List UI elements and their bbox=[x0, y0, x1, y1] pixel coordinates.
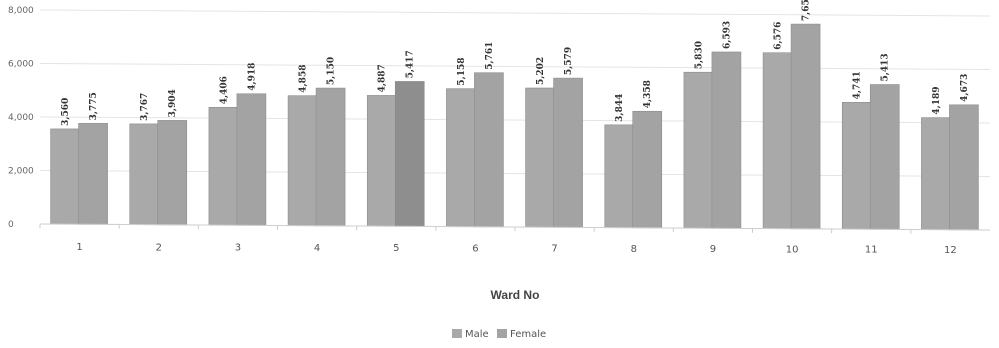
bar-female-ward-2 bbox=[157, 120, 188, 226]
bar-male-ward-2 bbox=[129, 123, 160, 225]
value-label-male-ward-4: 4,858 bbox=[299, 65, 309, 93]
bars bbox=[50, 23, 979, 231]
gridline bbox=[39, 9, 991, 17]
value-label-male-ward-2: 3,767 bbox=[140, 93, 150, 121]
bar-female-ward-12 bbox=[949, 104, 979, 231]
x-tick-label: 3 bbox=[235, 243, 241, 254]
y-tick-label: 2,000 bbox=[8, 167, 34, 177]
value-label-female-ward-11: 5,413 bbox=[881, 53, 891, 81]
y-tick-label: 0 bbox=[8, 220, 14, 230]
bar-male-ward-3 bbox=[208, 106, 239, 226]
x-tick-label: 7 bbox=[551, 244, 557, 255]
x-tick-label: 6 bbox=[472, 243, 478, 254]
bar-female-ward-5 bbox=[394, 81, 425, 227]
bar-female-ward-3 bbox=[236, 93, 267, 226]
x-tick-label: 8 bbox=[631, 244, 637, 255]
gridline bbox=[39, 63, 991, 70]
value-label-female-ward-10: 7,654 bbox=[802, 0, 812, 21]
bar-male-ward-1 bbox=[50, 128, 80, 225]
bar-female-ward-6 bbox=[474, 72, 504, 228]
x-axis-label: Ward No bbox=[491, 288, 540, 302]
value-labels: 3,560 3,775 3,767 3,904 4,406 4,918 4,858 5,150… bbox=[61, 0, 970, 126]
value-label-male-ward-10: 6,576 bbox=[774, 22, 784, 50]
y-tick-label: 4,000 bbox=[8, 113, 34, 123]
x-tick-label: 5 bbox=[393, 243, 399, 254]
gridline bbox=[39, 116, 991, 124]
bar-female-ward-8 bbox=[632, 110, 663, 229]
legend: Male Female bbox=[452, 329, 546, 340]
legend-female-swatch bbox=[497, 329, 507, 338]
value-label-male-ward-3: 4,406 bbox=[219, 76, 229, 104]
x-axis-line bbox=[39, 223, 991, 231]
value-label-female-ward-9: 6,593 bbox=[722, 21, 732, 49]
bar-female-ward-9 bbox=[711, 51, 742, 229]
x-tick-label: 9 bbox=[710, 244, 716, 255]
legend-female-label: Female bbox=[510, 329, 546, 340]
bar-female-ward-4 bbox=[315, 87, 346, 227]
value-label-female-ward-3: 4,918 bbox=[247, 63, 257, 91]
value-label-male-ward-5: 4,887 bbox=[378, 64, 388, 92]
x-tick-label: 10 bbox=[786, 244, 799, 255]
bar-female-ward-1 bbox=[78, 123, 108, 225]
bar-male-ward-12 bbox=[921, 117, 951, 230]
bar-female-ward-10 bbox=[790, 23, 821, 230]
bar-male-ward-9 bbox=[683, 71, 714, 229]
bar-male-ward-6 bbox=[446, 88, 476, 227]
x-tick-label: 12 bbox=[944, 245, 957, 256]
bar-male-ward-11 bbox=[841, 102, 872, 230]
gridline bbox=[39, 170, 991, 177]
y-tick-label: 8,000 bbox=[8, 6, 34, 16]
value-label-female-ward-12: 4,673 bbox=[960, 74, 970, 102]
value-label-female-ward-4: 5,150 bbox=[327, 57, 337, 85]
bar-female-ward-11 bbox=[869, 84, 900, 230]
value-label-male-ward-6: 5,158 bbox=[457, 57, 467, 85]
legend-male-swatch bbox=[452, 329, 462, 338]
x-tick-label: 1 bbox=[76, 242, 82, 253]
value-label-female-ward-5: 5,417 bbox=[406, 50, 416, 78]
bar-male-ward-8 bbox=[604, 124, 635, 228]
x-tick-label: 11 bbox=[865, 245, 878, 256]
bar-male-ward-7 bbox=[525, 87, 555, 228]
bar-female-ward-7 bbox=[553, 77, 583, 228]
value-label-male-ward-9: 5,830 bbox=[694, 41, 704, 69]
value-label-female-ward-6: 5,761 bbox=[485, 42, 495, 70]
x-tick-label: 4 bbox=[314, 243, 320, 254]
y-tick-label: 6,000 bbox=[8, 60, 34, 70]
value-label-male-ward-8: 3,844 bbox=[615, 94, 625, 122]
bar-male-ward-4 bbox=[287, 95, 318, 226]
bar-male-ward-5 bbox=[366, 95, 397, 227]
value-label-female-ward-2: 3,904 bbox=[168, 89, 178, 117]
bar-male-ward-10 bbox=[762, 52, 793, 229]
y-axis-ticks: 0 2,000 4,000 6,000 8,000 bbox=[8, 6, 34, 230]
value-label-female-ward-1: 3,775 bbox=[89, 92, 99, 120]
value-label-female-ward-7: 5,579 bbox=[564, 47, 574, 75]
x-axis-ticks: 1 2 3 4 5 6 7 8 9 10 11 12 bbox=[39, 223, 991, 256]
legend-male-label: Male bbox=[465, 329, 489, 340]
value-label-female-ward-8: 4,358 bbox=[643, 80, 653, 108]
value-label-male-ward-7: 5,202 bbox=[536, 57, 546, 85]
value-label-male-ward-12: 4,189 bbox=[932, 86, 942, 114]
value-label-male-ward-1: 3,560 bbox=[61, 98, 71, 126]
value-label-male-ward-11: 4,741 bbox=[853, 71, 863, 99]
x-tick-label: 2 bbox=[156, 242, 162, 253]
